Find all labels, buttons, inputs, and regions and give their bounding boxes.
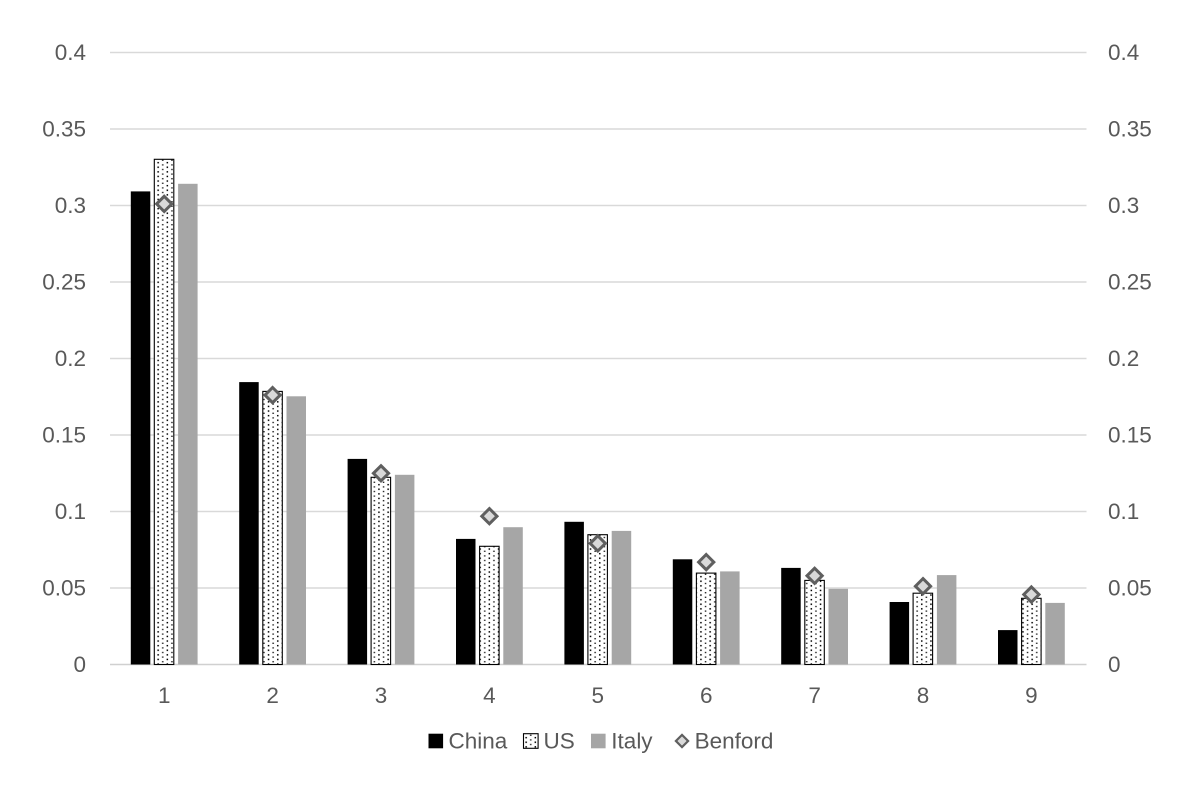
svg-text:0: 0 xyxy=(1108,652,1121,677)
svg-text:0.3: 0.3 xyxy=(55,193,86,218)
svg-text:4: 4 xyxy=(483,683,496,708)
svg-text:2: 2 xyxy=(266,683,279,708)
svg-text:0.4: 0.4 xyxy=(55,40,86,65)
svg-text:1: 1 xyxy=(158,683,171,708)
svg-text:0.05: 0.05 xyxy=(42,576,86,601)
svg-text:0.1: 0.1 xyxy=(1108,499,1139,524)
svg-text:China: China xyxy=(449,729,508,754)
svg-text:Benford: Benford xyxy=(695,729,774,754)
svg-text:0.15: 0.15 xyxy=(1108,423,1152,448)
svg-text:0.1: 0.1 xyxy=(55,499,86,524)
svg-text:0.2: 0.2 xyxy=(55,346,86,371)
svg-text:9: 9 xyxy=(1025,683,1038,708)
svg-text:0.3: 0.3 xyxy=(1108,193,1139,218)
svg-text:8: 8 xyxy=(917,683,930,708)
svg-text:0.35: 0.35 xyxy=(1108,117,1152,142)
svg-text:5: 5 xyxy=(592,683,605,708)
svg-text:0: 0 xyxy=(73,652,86,677)
svg-text:6: 6 xyxy=(700,683,713,708)
svg-text:3: 3 xyxy=(375,683,388,708)
svg-text:0.4: 0.4 xyxy=(1108,40,1139,65)
svg-text:0.15: 0.15 xyxy=(42,423,86,448)
svg-text:Italy: Italy xyxy=(611,729,653,754)
svg-text:0.35: 0.35 xyxy=(42,117,86,142)
svg-text:0.2: 0.2 xyxy=(1108,346,1139,371)
svg-text:0.05: 0.05 xyxy=(1108,576,1152,601)
svg-text:7: 7 xyxy=(808,683,821,708)
svg-text:0.25: 0.25 xyxy=(1108,270,1152,295)
svg-text:0.25: 0.25 xyxy=(42,270,86,295)
svg-text:US: US xyxy=(544,729,575,754)
